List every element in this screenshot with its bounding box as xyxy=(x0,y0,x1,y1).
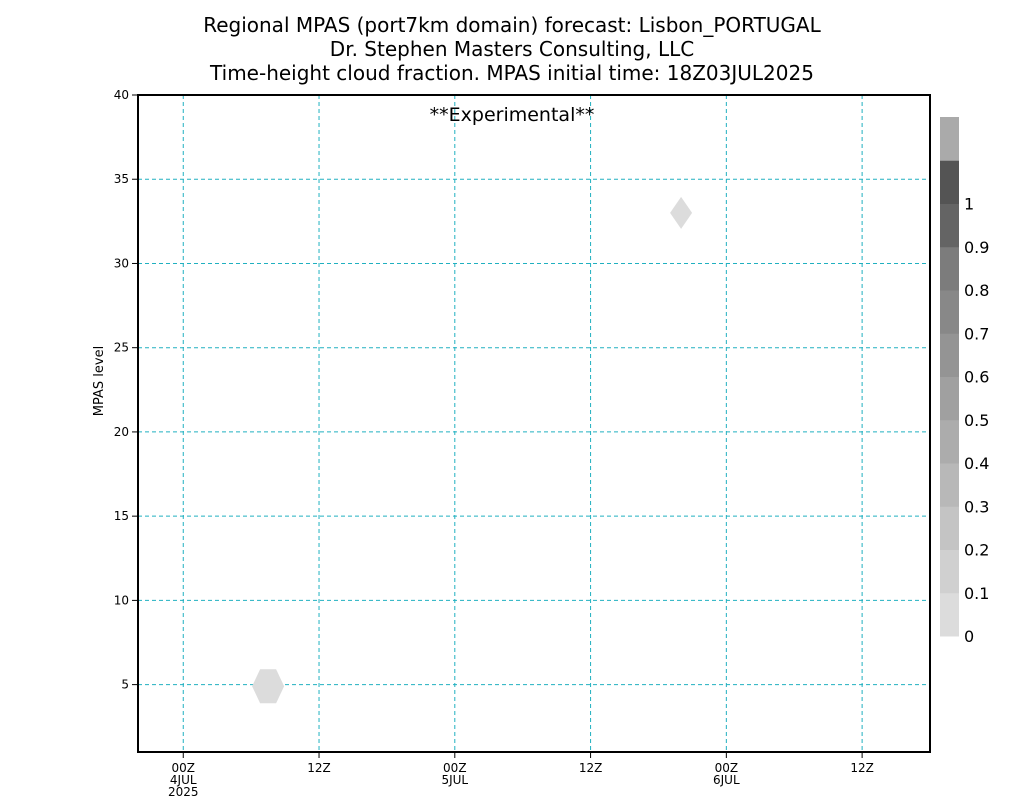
y-tick-label: 25 xyxy=(114,341,129,355)
y-tick-label: 20 xyxy=(114,425,129,439)
colorbar-swatch xyxy=(940,463,959,507)
y-tick-label: 40 xyxy=(114,88,129,102)
colorbar-label: 0.5 xyxy=(964,411,989,430)
colorbar-swatch xyxy=(940,246,959,291)
colorbar-swatch xyxy=(940,290,959,334)
colorbar-label: 0.8 xyxy=(964,281,989,300)
colorbar-label: 0.9 xyxy=(964,238,989,257)
y-tick-label: 10 xyxy=(114,593,129,607)
cloud-patches xyxy=(252,196,693,704)
title-line-3: Time-height cloud fraction. MPAS initial… xyxy=(209,61,814,85)
x-tick-label: 4JUL xyxy=(170,773,197,787)
x-tick-label: 12Z xyxy=(850,761,874,775)
colorbar-label: 0.1 xyxy=(964,584,989,603)
colorbar-swatch xyxy=(940,419,959,464)
colorbar-swatch xyxy=(940,333,959,377)
plot-frame xyxy=(137,94,931,753)
colorbar-swatch xyxy=(940,117,959,161)
x-tick-label: 12Z xyxy=(307,761,331,775)
x-tick-label: 00Z xyxy=(715,761,739,775)
y-axis: 5 10 15 20 25 30 35 40 xyxy=(114,88,138,692)
chart-title: Regional MPAS (port7km domain) forecast:… xyxy=(203,13,821,85)
cloud-patch xyxy=(252,669,285,704)
colorbar-label: 0.6 xyxy=(964,368,989,387)
colorbar-label: 0 xyxy=(964,627,974,646)
colorbar: 0 0.1 0.2 0.3 0.4 0.5 0.6 0.7 0.8 0.9 1 xyxy=(940,117,989,646)
x-tick-label: 12Z xyxy=(579,761,603,775)
colorbar-label: 1 xyxy=(964,195,974,214)
y-tick-label: 15 xyxy=(114,509,129,523)
grid-lines xyxy=(138,95,930,752)
experimental-label: **Experimental** xyxy=(430,104,595,126)
colorbar-swatch xyxy=(940,592,959,637)
colorbar-label: 0.7 xyxy=(964,324,989,343)
colorbar-swatch xyxy=(940,160,959,204)
y-tick-label: 35 xyxy=(114,172,129,186)
x-tick-label: 5JUL xyxy=(441,773,468,787)
y-axis-label: MPAS level xyxy=(92,346,107,416)
colorbar-swatch xyxy=(940,549,959,594)
colorbar-swatch xyxy=(940,376,959,421)
title-line-1: Regional MPAS (port7km domain) forecast:… xyxy=(203,13,821,37)
y-tick-label: 30 xyxy=(114,256,129,270)
x-tick-label: 2025 xyxy=(168,785,199,799)
colorbar-label: 0.2 xyxy=(964,541,989,560)
colorbar-label: 0.4 xyxy=(964,454,989,473)
x-tick-label: 6JUL xyxy=(713,773,740,787)
title-line-2: Dr. Stephen Masters Consulting, LLC xyxy=(330,37,694,61)
colorbar-label: 0.3 xyxy=(964,497,989,516)
x-tick-label: 00Z xyxy=(443,761,467,775)
y-tick-label: 5 xyxy=(121,678,129,692)
cloud-patch xyxy=(670,196,693,229)
x-tick-label: 00Z xyxy=(172,761,196,775)
colorbar-swatch xyxy=(940,203,959,248)
colorbar-swatch xyxy=(940,506,959,550)
